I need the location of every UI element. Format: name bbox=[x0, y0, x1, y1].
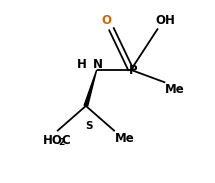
Text: Me: Me bbox=[165, 83, 185, 96]
Text: H: H bbox=[77, 58, 87, 71]
Text: Me: Me bbox=[115, 132, 135, 145]
Text: 2: 2 bbox=[58, 138, 64, 147]
Text: OH: OH bbox=[155, 14, 175, 27]
Polygon shape bbox=[84, 70, 97, 107]
Text: HO: HO bbox=[43, 134, 63, 147]
Text: O: O bbox=[102, 14, 112, 27]
Text: S: S bbox=[86, 121, 93, 131]
Text: N: N bbox=[93, 58, 103, 71]
Text: P: P bbox=[128, 64, 137, 77]
Text: C: C bbox=[61, 134, 70, 147]
